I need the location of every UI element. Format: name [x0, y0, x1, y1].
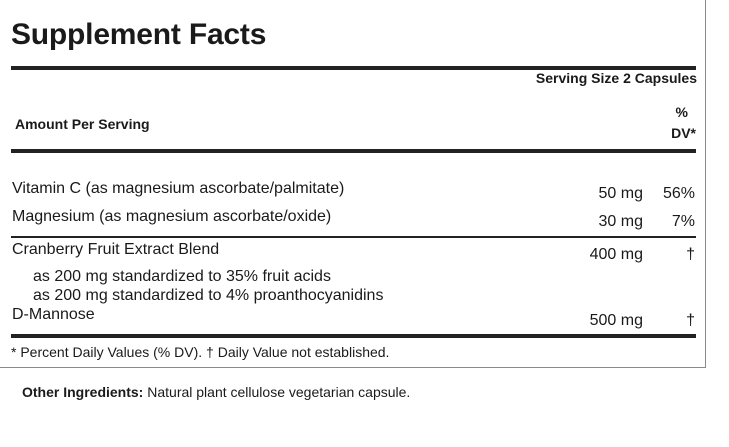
nutrient-name: Vitamin C (as magnesium ascorbate/palmit…: [12, 180, 345, 197]
other-ingredients-label: Other Ingredients:: [22, 384, 144, 400]
mannose-dv: †: [686, 312, 695, 329]
blend-amount: 400 mg: [589, 246, 643, 263]
title-divider: [11, 66, 696, 70]
nutrient-dv: 7%: [671, 213, 695, 230]
nutrient-amount: 30 mg: [598, 213, 643, 230]
dv-footnote: * Percent Daily Values (% DV). † Daily V…: [11, 344, 390, 360]
serving-size: Serving Size 2 Capsules: [535, 70, 697, 86]
amount-per-serving-header: Amount Per Serving: [15, 116, 150, 132]
footer-divider: [11, 334, 696, 338]
other-ingredients-text: Natural plant cellulose vegetarian capsu…: [143, 384, 411, 400]
nutrient-name: Magnesium (as magnesium ascorbate/oxide): [12, 208, 332, 225]
nutrient-amount: 50 mg: [598, 185, 643, 202]
header-divider: [11, 149, 696, 153]
row-divider: [11, 236, 696, 238]
nutrient-dv: 56%: [662, 185, 695, 202]
blend-dv: †: [686, 246, 695, 263]
supplement-facts-panel: [0, 0, 706, 368]
mannose-amount: 500 mg: [589, 312, 643, 329]
dv-header-dv: DV*: [671, 125, 696, 141]
mannose-name: D-Mannose: [12, 306, 95, 323]
other-ingredients: Other Ingredients: Natural plant cellulo…: [22, 384, 410, 400]
dv-header-percent: %: [675, 104, 688, 120]
blend-name: Cranberry Fruit Extract Blend: [12, 241, 220, 258]
panel-title: Supplement Facts: [11, 18, 267, 51]
blend-sub-item: as 200 mg standardized to 35% fruit acid…: [33, 268, 331, 285]
blend-sub-item: as 200 mg standardized to 4% proanthocya…: [33, 287, 384, 304]
